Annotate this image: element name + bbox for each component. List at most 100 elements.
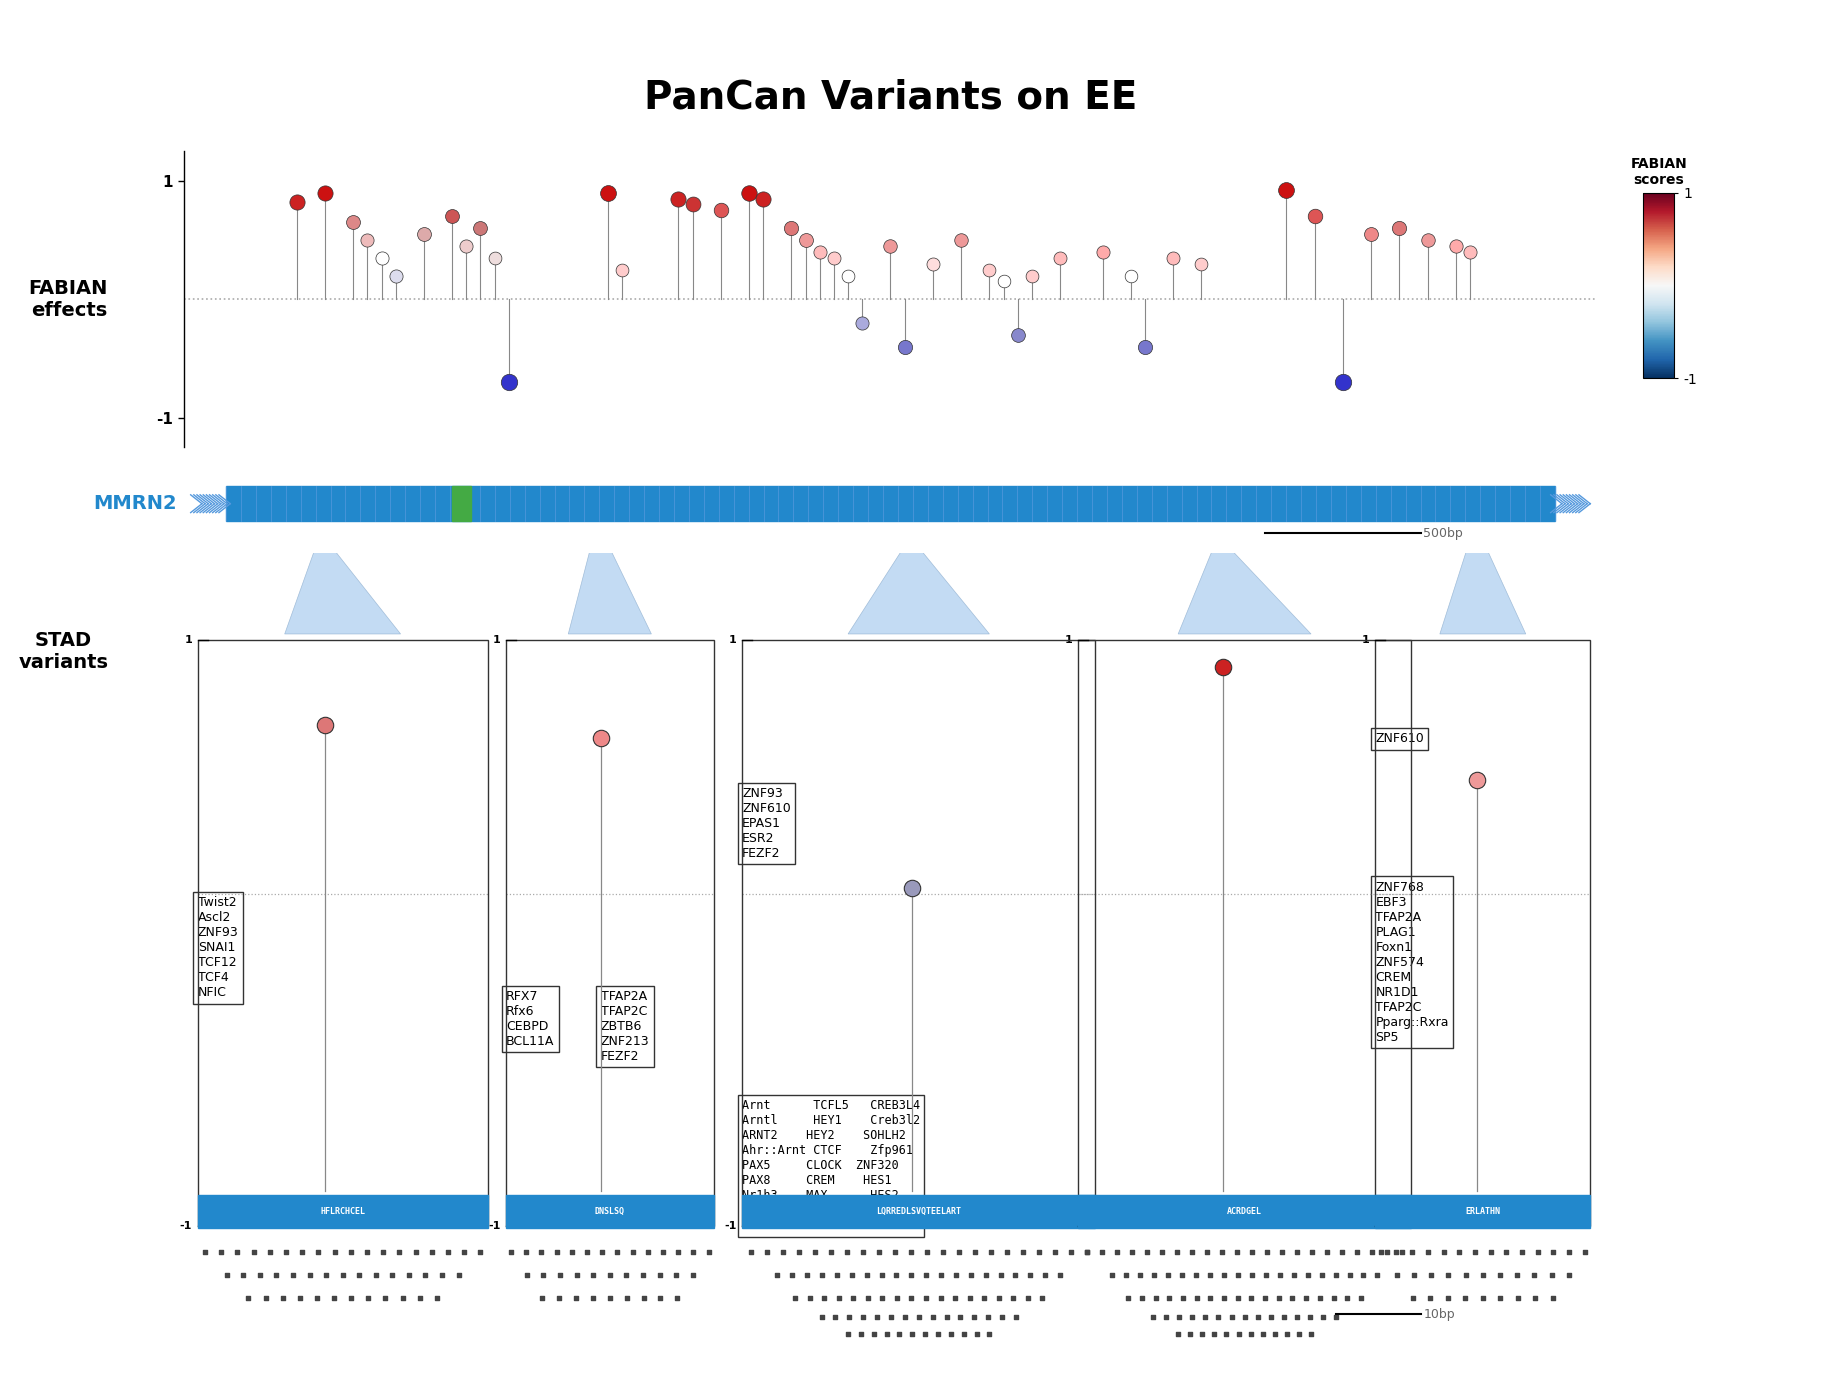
Point bbox=[1485, 1287, 1515, 1309]
Point bbox=[960, 1306, 990, 1328]
Point bbox=[1388, 1242, 1417, 1264]
Bar bbox=[507, 641, 714, 1226]
Point bbox=[1294, 1306, 1324, 1328]
Point bbox=[988, 1306, 1017, 1328]
Point bbox=[279, 1264, 308, 1286]
Point bbox=[296, 1264, 325, 1286]
Point bbox=[927, 1242, 957, 1264]
Point bbox=[777, 217, 806, 239]
Point bbox=[545, 1287, 575, 1309]
Point bbox=[949, 1323, 979, 1345]
Point bbox=[1383, 1264, 1412, 1286]
Point bbox=[239, 1242, 268, 1264]
Point bbox=[1291, 1287, 1320, 1309]
Point bbox=[1182, 1287, 1212, 1309]
Point bbox=[1346, 1287, 1375, 1309]
Point bbox=[962, 1323, 991, 1345]
Point bbox=[975, 258, 1004, 280]
Point bbox=[839, 1287, 868, 1309]
Point bbox=[433, 1242, 463, 1264]
Point bbox=[736, 1242, 766, 1264]
Point bbox=[1320, 1264, 1349, 1286]
Point bbox=[1553, 1264, 1583, 1286]
Point bbox=[679, 1242, 709, 1264]
Point bbox=[1039, 1242, 1069, 1264]
Text: PanCan Variants on EE: PanCan Variants on EE bbox=[644, 78, 1136, 117]
Point bbox=[1013, 1287, 1043, 1309]
Text: 1: 1 bbox=[1362, 635, 1370, 645]
Point bbox=[876, 235, 905, 257]
Point bbox=[881, 1264, 911, 1286]
Point bbox=[1133, 1242, 1162, 1264]
Point bbox=[1539, 1287, 1568, 1309]
Text: RFX7
Rfx6
CEBPD
BCL11A: RFX7 Rfx6 CEBPD BCL11A bbox=[507, 990, 554, 1048]
Point bbox=[562, 1287, 591, 1309]
Point bbox=[925, 1287, 955, 1309]
Point bbox=[512, 1264, 542, 1286]
Point bbox=[960, 1242, 990, 1264]
Point bbox=[422, 1287, 452, 1309]
Point bbox=[824, 1287, 854, 1309]
Point bbox=[1293, 1264, 1322, 1286]
Text: -1: -1 bbox=[1357, 1221, 1370, 1232]
Point bbox=[452, 235, 481, 257]
Point bbox=[924, 1323, 953, 1345]
Bar bbox=[1375, 641, 1590, 1226]
Point bbox=[977, 1242, 1006, 1264]
Polygon shape bbox=[285, 553, 400, 634]
Point bbox=[823, 1264, 852, 1286]
Point bbox=[918, 1306, 947, 1328]
Point bbox=[1520, 1287, 1550, 1309]
Point bbox=[1192, 1242, 1221, 1264]
Point bbox=[1114, 1287, 1144, 1309]
Point bbox=[677, 194, 707, 216]
Point bbox=[852, 1264, 881, 1286]
Point bbox=[1256, 1306, 1285, 1328]
Text: -1: -1 bbox=[723, 1221, 736, 1232]
Bar bbox=[452, 485, 470, 521]
Point bbox=[1307, 1264, 1337, 1286]
Point bbox=[1237, 1287, 1267, 1309]
Point bbox=[1243, 1306, 1272, 1328]
Point bbox=[1362, 1264, 1392, 1286]
Point bbox=[268, 1287, 297, 1309]
Text: ZNF93
ZNF610
EPAS1
ESR2
FEZF2: ZNF93 ZNF610 EPAS1 ESR2 FEZF2 bbox=[742, 786, 791, 859]
Text: 500bp: 500bp bbox=[1423, 527, 1463, 540]
Point bbox=[1098, 1264, 1127, 1286]
Point bbox=[1313, 1242, 1342, 1264]
Point bbox=[940, 1287, 969, 1309]
Point bbox=[191, 1242, 220, 1264]
Point bbox=[865, 1242, 894, 1264]
Point bbox=[1008, 1242, 1037, 1264]
Point bbox=[1322, 1306, 1351, 1328]
Point bbox=[663, 1242, 692, 1264]
Point bbox=[1434, 1287, 1463, 1309]
Point bbox=[879, 1242, 909, 1264]
Point bbox=[1125, 1264, 1155, 1286]
Point bbox=[834, 1323, 863, 1345]
Point bbox=[595, 1287, 624, 1309]
Point bbox=[496, 1242, 525, 1264]
Point bbox=[1327, 1242, 1357, 1264]
Point bbox=[1460, 1242, 1489, 1264]
Point bbox=[898, 877, 927, 899]
Point bbox=[512, 1242, 542, 1264]
Bar bbox=[742, 1195, 1096, 1228]
Point bbox=[602, 1242, 632, 1264]
Point bbox=[903, 1306, 933, 1328]
Point bbox=[1223, 1242, 1252, 1264]
Point bbox=[319, 1242, 349, 1264]
Text: LQRREDLSVQTEELART: LQRREDLSVQTEELART bbox=[876, 1207, 962, 1217]
Point bbox=[1399, 1264, 1428, 1286]
Point bbox=[778, 1264, 808, 1286]
Point bbox=[848, 1242, 878, 1264]
Point bbox=[303, 1242, 332, 1264]
Point bbox=[876, 1306, 905, 1328]
Point bbox=[753, 1242, 782, 1264]
Point bbox=[1138, 1306, 1168, 1328]
Point bbox=[806, 241, 835, 263]
Point bbox=[795, 1287, 824, 1309]
Point bbox=[912, 1242, 942, 1264]
Point bbox=[1151, 1306, 1181, 1328]
Point bbox=[867, 1264, 896, 1286]
